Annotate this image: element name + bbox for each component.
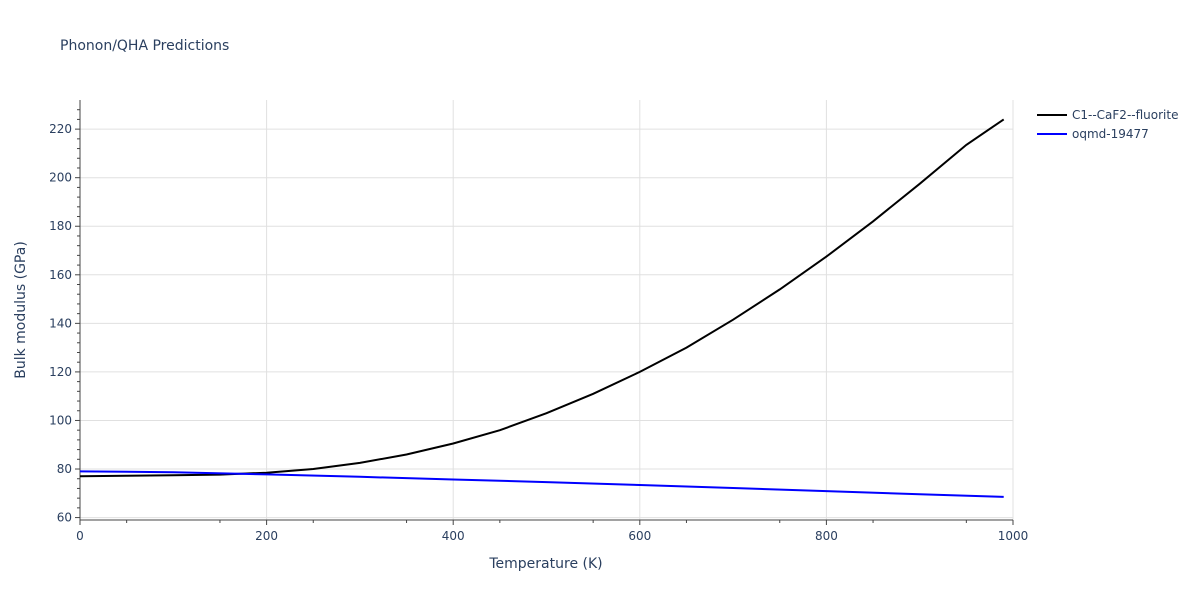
series-layer: [79, 118, 1005, 498]
y-axis-title: Bulk modulus (GPa): [13, 241, 29, 379]
y-tick-label: 200: [49, 171, 72, 185]
y-tick-label: 180: [49, 219, 72, 233]
series-line-0: [79, 118, 1005, 478]
x-tick-label: 600: [628, 529, 651, 543]
x-tick-label: 400: [442, 529, 465, 543]
y-tick-label: 140: [49, 316, 72, 330]
y-tick-label: 120: [49, 365, 72, 379]
legend: C1--CaF2--fluorite oqmd-19477: [1037, 108, 1178, 141]
x-tick-label: 800: [815, 529, 838, 543]
legend-label-1: oqmd-19477: [1072, 127, 1149, 141]
y-tick-label: 60: [57, 511, 72, 525]
series-line-1: [79, 470, 1004, 498]
chart-title: Phonon/QHA Predictions: [60, 38, 229, 54]
y-tick-label: 220: [49, 122, 72, 136]
x-axis-title: Temperature (K): [488, 556, 602, 572]
axes: 0 200 400 600 800 1000 60 80 100 120 140 160 180 200 2…: [49, 100, 1028, 543]
legend-label-0: C1--CaF2--fluorite: [1072, 108, 1178, 122]
grid: [80, 100, 1014, 520]
y-tick-label: 80: [57, 462, 72, 476]
x-tick-label: 1000: [998, 529, 1029, 543]
y-tick-label: 100: [49, 413, 72, 427]
x-tick-label: 200: [255, 529, 278, 543]
x-tick-label: 0: [76, 529, 84, 543]
y-tick-label: 160: [49, 268, 72, 282]
